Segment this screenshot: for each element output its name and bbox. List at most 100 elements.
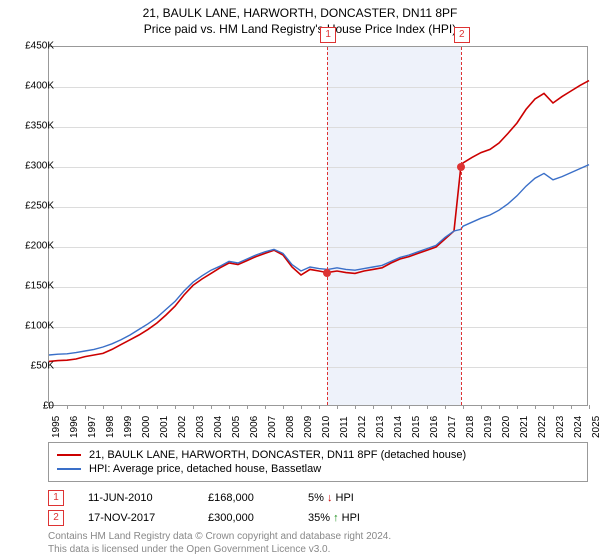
sales-table: 1 11-JUN-2010 £168,000 5% ↓ HPI 2 17-NOV… xyxy=(48,486,588,530)
x-tick xyxy=(193,405,194,409)
legend-box: 21, BAULK LANE, HARWORTH, DONCASTER, DN1… xyxy=(48,442,588,482)
x-tick xyxy=(139,405,140,409)
sale-delta: 35% ↑ HPI xyxy=(308,512,418,524)
x-tick xyxy=(319,405,320,409)
x-axis-label: 2000 xyxy=(141,416,152,438)
x-axis-label: 2019 xyxy=(483,416,494,438)
y-axis-label: £50K xyxy=(31,361,54,372)
legend-swatch xyxy=(57,468,81,470)
x-tick xyxy=(211,405,212,409)
y-axis-label: £0 xyxy=(43,401,54,412)
x-axis-label: 2002 xyxy=(177,416,188,438)
x-axis-label: 2017 xyxy=(447,416,458,438)
legend-label: HPI: Average price, detached house, Bass… xyxy=(89,463,321,475)
x-axis-label: 2022 xyxy=(537,416,548,438)
x-tick xyxy=(517,405,518,409)
x-axis-label: 2024 xyxy=(573,416,584,438)
x-tick xyxy=(157,405,158,409)
legend-label: 21, BAULK LANE, HARWORTH, DONCASTER, DN1… xyxy=(89,449,466,461)
sale-row: 1 11-JUN-2010 £168,000 5% ↓ HPI xyxy=(48,490,588,506)
marker-badge: 1 xyxy=(320,27,336,43)
chart-container: 21, BAULK LANE, HARWORTH, DONCASTER, DN1… xyxy=(0,0,600,560)
y-axis-label: £400K xyxy=(25,81,54,92)
x-tick xyxy=(337,405,338,409)
x-axis-label: 2020 xyxy=(501,416,512,438)
sale-row: 2 17-NOV-2017 £300,000 35% ↑ HPI xyxy=(48,510,588,526)
sale-marker-badge: 2 xyxy=(48,510,64,526)
x-tick xyxy=(247,405,248,409)
x-axis-label: 1999 xyxy=(123,416,134,438)
marker-line xyxy=(327,47,328,405)
y-axis-label: £150K xyxy=(25,281,54,292)
legend-swatch xyxy=(57,454,81,456)
x-tick xyxy=(229,405,230,409)
series-hpi xyxy=(49,165,589,355)
marker-dot xyxy=(323,269,331,277)
x-axis-label: 2005 xyxy=(231,416,242,438)
y-axis-label: £200K xyxy=(25,241,54,252)
x-axis-label: 2021 xyxy=(519,416,530,438)
x-tick xyxy=(67,405,68,409)
x-axis-label: 2011 xyxy=(339,416,350,438)
sale-delta: 5% ↓ HPI xyxy=(308,492,418,504)
x-axis-label: 1997 xyxy=(87,416,98,438)
arrow-up-icon: ↑ xyxy=(333,512,339,524)
x-tick xyxy=(175,405,176,409)
x-axis-label: 2012 xyxy=(357,416,368,438)
x-axis-label: 2003 xyxy=(195,416,206,438)
x-axis-label: 2010 xyxy=(321,416,332,438)
arrow-down-icon: ↓ xyxy=(327,492,333,504)
x-tick xyxy=(571,405,572,409)
line-svg xyxy=(49,47,589,407)
chart-area: 12 xyxy=(48,46,588,406)
sale-price: £168,000 xyxy=(208,492,308,504)
x-axis-label: 2008 xyxy=(285,416,296,438)
x-tick xyxy=(265,405,266,409)
x-axis-label: 2018 xyxy=(465,416,476,438)
sale-date: 11-JUN-2010 xyxy=(88,492,208,504)
chart-subtitle: Price paid vs. HM Land Registry's House … xyxy=(0,22,600,36)
marker-dot xyxy=(457,163,465,171)
plot-region: 12 xyxy=(48,46,588,406)
x-tick xyxy=(535,405,536,409)
sale-date: 17-NOV-2017 xyxy=(88,512,208,524)
sale-marker-badge: 1 xyxy=(48,490,64,506)
y-axis-label: £100K xyxy=(25,321,54,332)
sale-price: £300,000 xyxy=(208,512,308,524)
x-tick xyxy=(121,405,122,409)
x-axis-label: 2016 xyxy=(429,416,440,438)
x-tick xyxy=(589,405,590,409)
x-tick xyxy=(373,405,374,409)
legend-item-hpi: HPI: Average price, detached house, Bass… xyxy=(57,463,579,475)
x-tick xyxy=(283,405,284,409)
x-axis-label: 2009 xyxy=(303,416,314,438)
x-tick xyxy=(85,405,86,409)
x-axis-label: 2014 xyxy=(393,416,404,438)
x-axis-label: 2004 xyxy=(213,416,224,438)
x-tick xyxy=(427,405,428,409)
x-axis-label: 2006 xyxy=(249,416,260,438)
y-axis-label: £250K xyxy=(25,201,54,212)
x-axis-label: 2023 xyxy=(555,416,566,438)
x-axis-label: 2025 xyxy=(591,416,600,438)
y-axis-label: £350K xyxy=(25,121,54,132)
x-tick xyxy=(481,405,482,409)
x-axis-label: 2007 xyxy=(267,416,278,438)
x-tick xyxy=(355,405,356,409)
y-axis-label: £450K xyxy=(25,41,54,52)
x-tick xyxy=(463,405,464,409)
marker-line xyxy=(461,47,462,405)
legend-item-property: 21, BAULK LANE, HARWORTH, DONCASTER, DN1… xyxy=(57,449,579,461)
marker-badge: 2 xyxy=(454,27,470,43)
x-tick xyxy=(445,405,446,409)
chart-title-address: 21, BAULK LANE, HARWORTH, DONCASTER, DN1… xyxy=(0,6,600,20)
x-tick xyxy=(409,405,410,409)
x-axis-label: 2001 xyxy=(159,416,170,438)
x-axis-label: 1996 xyxy=(69,416,80,438)
x-tick xyxy=(391,405,392,409)
series-property xyxy=(49,81,589,362)
x-tick xyxy=(103,405,104,409)
x-axis-label: 2013 xyxy=(375,416,386,438)
x-axis-label: 1998 xyxy=(105,416,116,438)
x-axis-label: 2015 xyxy=(411,416,422,438)
